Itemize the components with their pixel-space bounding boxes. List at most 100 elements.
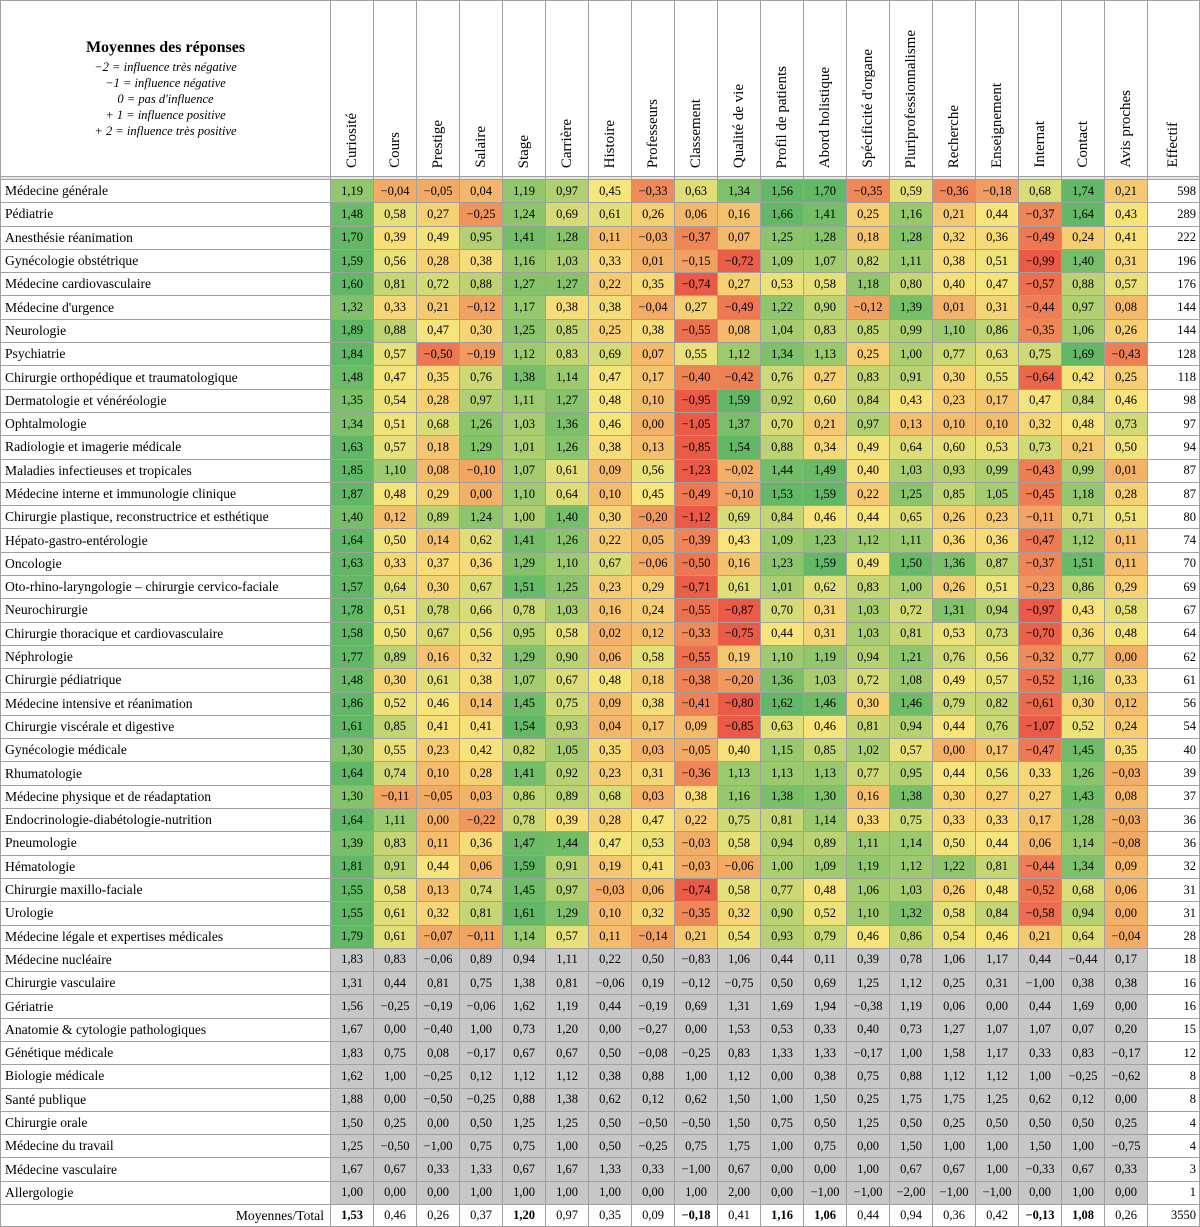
heatmap-cell-cours: 0,88 [373,318,417,344]
heatmap-cell-internat: −0,44 [1018,295,1062,320]
heatmap-cell-contact: 0,83 [1061,1040,1105,1066]
heatmap-cell-curiosite: 1,81 [330,854,374,879]
heatmap-cell-salaire: 0,41 [459,714,503,740]
heatmap-cell-pluriprofessionnalisme: 0,86 [889,924,933,949]
row-label-chirurgie-orale: Chirurgie orale [0,1110,331,1136]
heatmap-cell-curiosite: 1,31 [330,971,374,996]
heatmap-cell-professeurs: 0,53 [631,831,675,856]
heatmap-cell-recherche: 1,06 [932,947,976,973]
heatmap-cell-carriere: 0,39 [545,808,589,833]
heatmap-cell-professeurs: 0,88 [631,1064,675,1089]
heatmap-cell-avis-proches: 0,09 [1104,854,1148,879]
legend-cell: Moyennes des réponses −2 = influence trè… [0,0,331,177]
heatmap-cell-qualite-de-vie: 0,67 [717,1157,761,1182]
row-label-gynecologie-obstetrique: Gynécologie obstétrique [0,248,331,274]
heatmap-cell-contact: 1,43 [1061,784,1105,810]
heatmap-cell-histoire: 0,46 [588,411,632,437]
heatmap-cell-contact: 0,67 [1061,1157,1105,1182]
heatmap-cell-stage: 1,38 [502,365,546,390]
heatmap-cell-cours: 0,75 [373,1040,417,1066]
heatmap-cell-curiosite: 1,30 [330,738,374,763]
row-count: 18 [1147,947,1200,973]
heatmap-cell-stage: 1,59 [502,854,546,879]
row-label-chirurgie-pediatrique: Chirurgie pédiatrique [0,668,331,693]
heatmap-cell-avis-proches: 0,00 [1104,994,1148,1019]
heatmap-cell-profil-de-patients: 0,00 [760,1064,804,1089]
heatmap-cell-curiosite: 1,50 [330,1110,374,1136]
heatmap-cell-enseignement: 0,82 [975,691,1019,716]
column-header-profil-de-patients: Profil de patients [760,0,804,177]
column-header-avis-proches: Avis proches [1104,0,1148,177]
heatmap-cell-cours: 0,51 [373,411,417,437]
heatmap-cell-carriere: 0,97 [545,877,589,903]
heatmap-cell-qualite-de-vie: −0,85 [717,714,761,740]
heatmap-cell-profil-de-patients: 1,22 [760,295,804,320]
heatmap-cell-avis-proches: 0,25 [1104,1110,1148,1136]
heatmap-cell-cours: −0,04 [373,178,417,204]
table-row: Pédiatrie 1,48 0,58 0,27 −0,25 1,24 0,69 0,61 0,… [0,202,1200,227]
heatmap-cell-internat: 0,21 [1018,924,1062,949]
heatmap-cell-recherche: 0,40 [932,272,976,297]
heatmap-cell-enseignement: 1,17 [975,947,1019,973]
heatmap-cell-carriere: 0,81 [545,971,589,996]
heatmap-cell-qualite-de-vie: −0,75 [717,621,761,646]
heatmap-cell-stage: 1,45 [502,877,546,903]
heatmap-cell-histoire: 0,06 [588,644,632,670]
heatmap-cell-salaire: −0,17 [459,1040,503,1066]
column-header-label: Pluriprofessionnalisme [902,29,919,168]
row-label-allergologie: Allergologie [0,1180,331,1206]
heatmap-cell-profil-de-patients: 1,33 [760,1040,804,1066]
row-count: 31 [1147,901,1200,926]
heatmap-cell-histoire: 1,00 [588,1180,632,1206]
heatmap-cell-qualite-de-vie: 1,37 [717,411,761,437]
heatmap-cell-pluriprofessionnalisme: 0,72 [889,598,933,623]
row-count: 4 [1147,1110,1200,1136]
heatmap-cell-specificite-d-organe: 0,46 [846,924,890,949]
heatmap-cell-stage: 0,95 [502,621,546,646]
heatmap-cell-contact: 0,43 [1061,598,1105,623]
table-row: Oto-rhino-laryngologie – chirurgie cervi… [0,575,1200,600]
heatmap-cell-histoire: 0,61 [588,202,632,227]
heatmap-cell-stage: 1,16 [502,248,546,274]
heatmap-cell-classement: −0,50 [674,551,718,577]
heatmap-cell-salaire: 0,76 [459,365,503,390]
heatmap-cell-cours: 0,39 [373,225,417,250]
heatmap-cell-professeurs: 0,33 [631,1157,675,1182]
heatmap-cell-avis-proches: 0,51 [1104,505,1148,530]
heatmap-cell-salaire: −0,06 [459,994,503,1019]
heatmap-cell-professeurs: 0,05 [631,528,675,553]
heatmap-cell-prestige: −0,25 [416,1064,460,1089]
heatmap-cell-pluriprofessionnalisme: 1,75 [889,1087,933,1112]
heatmap-cell-avis-proches: −0,17 [1104,1040,1148,1066]
heatmap-cell-classement: −0,15 [674,248,718,274]
heatmap-cell-curiosite: 1,60 [330,272,374,297]
heatmap-cell-stage: 1,25 [502,318,546,344]
heatmap-cell-histoire: 0,22 [588,272,632,297]
table-row: Hématologie 1,81 0,91 0,44 0,06 1,59 0,91 0,19 0… [0,854,1200,879]
heatmap-cell-salaire: 0,75 [459,1134,503,1159]
column-header-carriere: Carrière [545,0,589,177]
heatmap-cell-internat: −0,45 [1018,481,1062,507]
row-count: 118 [1147,365,1200,390]
heatmap-cell-pluriprofessionnalisme: 0,99 [889,318,933,344]
heatmap-cell-recherche: 0,53 [932,621,976,646]
heatmap-cell-cours: 0,25 [373,1110,417,1136]
heatmap-cell-contact: 0,88 [1061,272,1105,297]
heatmap-cell-professeurs: 0,17 [631,714,675,740]
heatmap-cell-pluriprofessionnalisme: 1,00 [889,575,933,600]
heatmap-cell-enseignement: 0,46 [975,924,1019,949]
heatmap-cell-qualite-de-vie: −0,42 [717,365,761,390]
heatmap-cell-histoire: 0,38 [588,295,632,320]
row-count: 39 [1147,761,1200,786]
heatmap-cell-curiosite: 1,67 [330,1157,374,1182]
row-count: 32 [1147,854,1200,879]
heatmap-cell-professeurs: −0,06 [631,551,675,577]
row-label-geriatrie: Gériatrie [0,994,331,1019]
heatmap-cell-qualite-de-vie: 1,06 [717,947,761,973]
heatmap-cell-profil-de-patients: 0,70 [760,411,804,437]
heatmap-cell-prestige: 0,28 [416,248,460,274]
row-count: 56 [1147,691,1200,716]
row-count: 598 [1147,178,1200,204]
heatmap-cell-curiosite: 1,48 [330,202,374,227]
